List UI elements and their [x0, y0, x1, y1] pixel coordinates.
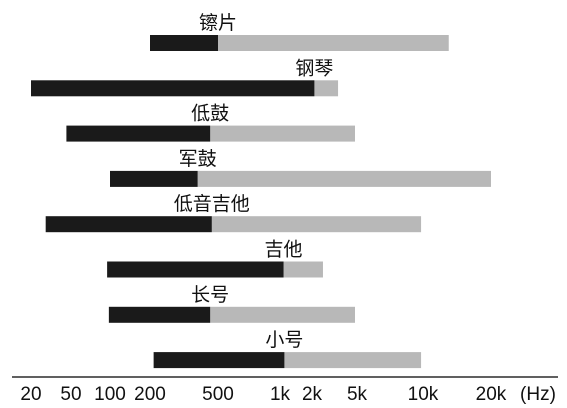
- x-tick-label: 200: [134, 384, 166, 405]
- x-tick-label: 20k: [476, 384, 507, 405]
- instrument-label: 军鼓: [179, 148, 217, 170]
- instrument-label: 低鼓: [191, 103, 229, 125]
- instrument-row: 低鼓: [66, 103, 355, 142]
- x-tick-label: 5k: [347, 384, 368, 405]
- x-tick-label: 2k: [302, 384, 323, 405]
- harmonics-bar: [210, 306, 355, 323]
- harmonics-bar: [197, 170, 491, 187]
- fundamental-bar: [45, 216, 212, 233]
- instrument-label: 钢琴: [295, 57, 333, 79]
- x-axis-unit: (Hz): [520, 384, 556, 405]
- instrument-label: 镲片: [199, 12, 237, 34]
- fundamental-bar: [110, 170, 198, 187]
- instrument-row: 长号: [108, 284, 355, 323]
- instrument-row: 钢琴: [31, 57, 339, 97]
- fundamental-bar: [150, 35, 218, 51]
- instrument-row: 军鼓: [110, 148, 491, 187]
- fundamental-bar: [31, 80, 315, 97]
- instrument-row: 小号: [153, 329, 422, 369]
- x-tick-label: 500: [202, 384, 234, 405]
- harmonics-bar: [284, 352, 422, 369]
- fundamental-bar: [108, 306, 211, 323]
- fundamental-bar: [66, 125, 211, 142]
- instrument-row: 吉他: [107, 239, 323, 278]
- instrument-label: 低音吉他: [174, 193, 250, 215]
- instrument-label: 吉他: [265, 239, 303, 261]
- harmonics-bar: [314, 80, 339, 97]
- x-tick-label: 20: [20, 384, 41, 405]
- instrument-label: 长号: [191, 284, 229, 306]
- harmonics-bar: [283, 261, 323, 278]
- x-tick-label: 50: [60, 384, 81, 405]
- x-tick-label: 100: [94, 384, 126, 405]
- instrument-row: 低音吉他: [45, 193, 422, 233]
- instrument-label: 小号: [265, 329, 303, 351]
- harmonics-bar: [218, 35, 449, 51]
- harmonics-bar: [211, 216, 422, 233]
- instrument-row: 镲片: [150, 12, 449, 51]
- x-tick-label: 1k: [270, 384, 291, 405]
- x-tick-label: 10k: [408, 384, 439, 405]
- harmonics-bar: [210, 125, 355, 142]
- fundamental-bar: [107, 261, 284, 278]
- fundamental-bar: [153, 352, 285, 369]
- x-axis-ticks: 20 50 100 200 500 1k 2k 5k 10k 20k (Hz): [20, 384, 556, 405]
